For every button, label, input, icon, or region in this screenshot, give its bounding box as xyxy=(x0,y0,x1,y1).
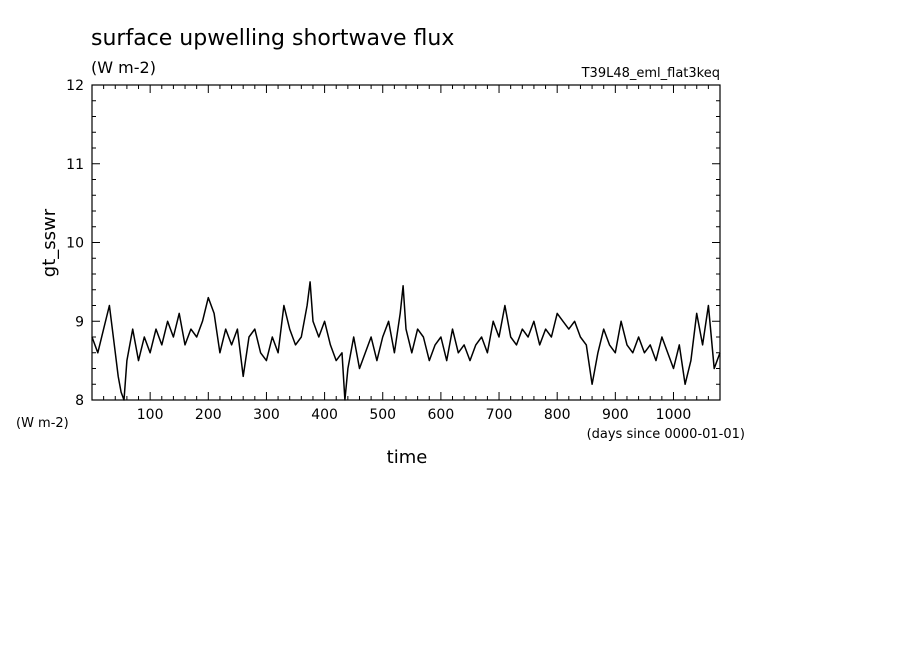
series-layer xyxy=(91,281,721,401)
y-tick-label: 12 xyxy=(66,78,84,94)
x-tick-label: 100 xyxy=(137,407,164,423)
y-tick-label: 10 xyxy=(66,236,84,252)
ticks-layer xyxy=(92,84,720,401)
run-label: T39L48_eml_flat3keq xyxy=(581,66,720,81)
x-axis-label: time xyxy=(387,447,428,468)
x-tick-label: 800 xyxy=(544,407,571,423)
plot-frame xyxy=(91,84,721,401)
x-axis-units: (days since 0000-01-01) xyxy=(587,427,745,442)
x-tick-label: 500 xyxy=(369,407,396,423)
y-tick-label: 11 xyxy=(66,157,84,173)
x-tick-label: 600 xyxy=(428,407,455,423)
y-tick-label: 9 xyxy=(75,314,84,330)
y-tick-label: 8 xyxy=(75,393,84,409)
x-tick-label: 400 xyxy=(311,407,338,423)
title-units: (W m-2) xyxy=(91,58,156,77)
x-tick-label: 900 xyxy=(602,407,629,423)
y-axis-label: gt_sswr xyxy=(39,208,60,277)
y-axis-units: (W m-2) xyxy=(16,416,69,431)
tick-labels-layer: 100 200 300 400 500 600 700 800 900 1000 8 9 10 11 12 xyxy=(66,78,691,423)
x-tick-label: 200 xyxy=(195,407,222,423)
x-tick-label: 300 xyxy=(253,407,280,423)
x-tick-label: 700 xyxy=(486,407,513,423)
chart-title: surface upwelling shortwave flux xyxy=(91,26,454,51)
x-tick-label: 1000 xyxy=(656,407,692,423)
series-line xyxy=(91,281,721,401)
text-layer: surface upwelling shortwave flux (W m-2)… xyxy=(16,26,745,468)
